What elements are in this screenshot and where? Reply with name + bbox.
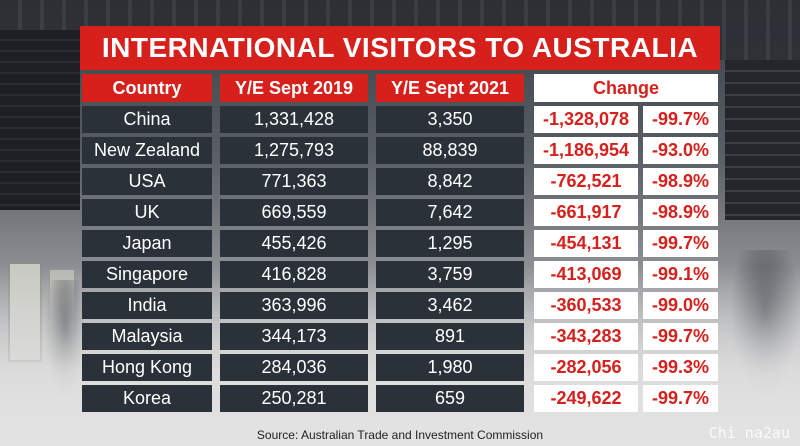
table-row: Singapore 416,828 3,759 -413,069 -99.1% (0, 261, 800, 288)
table-row: Japan 455,426 1,295 -454,131 -99.7% (0, 230, 800, 257)
ye-2021-cell: 3,350 (376, 106, 524, 133)
ye-2019-cell: 1,331,428 (220, 106, 368, 133)
ye-2021-cell: 3,462 (376, 292, 524, 319)
change-pct-cell: -99.1% (643, 261, 718, 288)
ye-2019-cell: 363,996 (220, 292, 368, 319)
ye-2019-cell: 669,559 (220, 199, 368, 226)
change-pct-cell: -99.7% (643, 106, 718, 133)
ye-2021-cell: 7,642 (376, 199, 524, 226)
header-country: Country (82, 74, 212, 102)
change-cell: -249,622 (534, 385, 638, 412)
change-cell: -360,533 (534, 292, 638, 319)
change-cell: -343,283 (534, 323, 638, 350)
ye-2019-cell: 1,275,793 (220, 137, 368, 164)
country-cell: USA (82, 168, 212, 195)
ye-2021-cell: 1,295 (376, 230, 524, 257)
change-cell: -661,917 (534, 199, 638, 226)
country-cell: Hong Kong (82, 354, 212, 381)
change-pct-cell: -93.0% (643, 137, 718, 164)
change-cell: -454,131 (534, 230, 638, 257)
change-pct-cell: -98.9% (643, 168, 718, 195)
ye-2019-cell: 344,173 (220, 323, 368, 350)
table-row: China 1,331,428 3,350 -1,328,078 -99.7% (0, 106, 800, 133)
country-cell: China (82, 106, 212, 133)
table-row: Hong Kong 284,036 1,980 -282,056 -99.3% (0, 354, 800, 381)
ye-2021-cell: 1,980 (376, 354, 524, 381)
ye-2019-cell: 250,281 (220, 385, 368, 412)
source-caption: Source: Australian Trade and Investment … (256, 428, 544, 442)
header-ye-2021: Y/E Sept 2021 (376, 74, 524, 102)
country-cell: Singapore (82, 261, 212, 288)
ye-2019-cell: 771,363 (220, 168, 368, 195)
ye-2021-cell: 659 (376, 385, 524, 412)
change-pct-cell: -99.7% (643, 385, 718, 412)
change-pct-cell: -98.9% (643, 199, 718, 226)
ye-2019-cell: 416,828 (220, 261, 368, 288)
ye-2021-cell: 3,759 (376, 261, 524, 288)
change-pct-cell: -99.0% (643, 292, 718, 319)
change-pct-cell: -99.7% (643, 323, 718, 350)
change-pct-cell: -99.3% (643, 354, 718, 381)
country-cell: Japan (82, 230, 212, 257)
country-cell: Malaysia (82, 323, 212, 350)
header-ye-2019: Y/E Sept 2019 (220, 74, 368, 102)
change-cell: -413,069 (534, 261, 638, 288)
table-row: UK 669,559 7,642 -661,917 -98.9% (0, 199, 800, 226)
country-cell: UK (82, 199, 212, 226)
country-cell: New Zealand (82, 137, 212, 164)
watermark: Chi na2au (708, 424, 790, 442)
header-change: Change (534, 74, 718, 102)
departure-board-left (0, 30, 80, 210)
country-cell: Korea (82, 385, 212, 412)
change-cell: -1,186,954 (534, 137, 638, 164)
departure-board-right (725, 60, 800, 220)
table-row: Korea 250,281 659 -249,622 -99.7% (0, 385, 800, 412)
ye-2021-cell: 8,842 (376, 168, 524, 195)
ye-2021-cell: 88,839 (376, 137, 524, 164)
change-cell: -282,056 (534, 354, 638, 381)
change-pct-cell: -99.7% (643, 230, 718, 257)
country-cell: India (82, 292, 212, 319)
ye-2019-cell: 455,426 (220, 230, 368, 257)
change-cell: -1,328,078 (534, 106, 638, 133)
change-cell: -762,521 (534, 168, 638, 195)
table-title: INTERNATIONAL VISITORS TO AUSTRALIA (80, 26, 720, 70)
table-row: Malaysia 344,173 891 -343,283 -99.7% (0, 323, 800, 350)
ye-2021-cell: 891 (376, 323, 524, 350)
table-row: India 363,996 3,462 -360,533 -99.0% (0, 292, 800, 319)
ye-2019-cell: 284,036 (220, 354, 368, 381)
table-row: New Zealand 1,275,793 88,839 -1,186,954 … (0, 137, 800, 164)
table-row: USA 771,363 8,842 -762,521 -98.9% (0, 168, 800, 195)
